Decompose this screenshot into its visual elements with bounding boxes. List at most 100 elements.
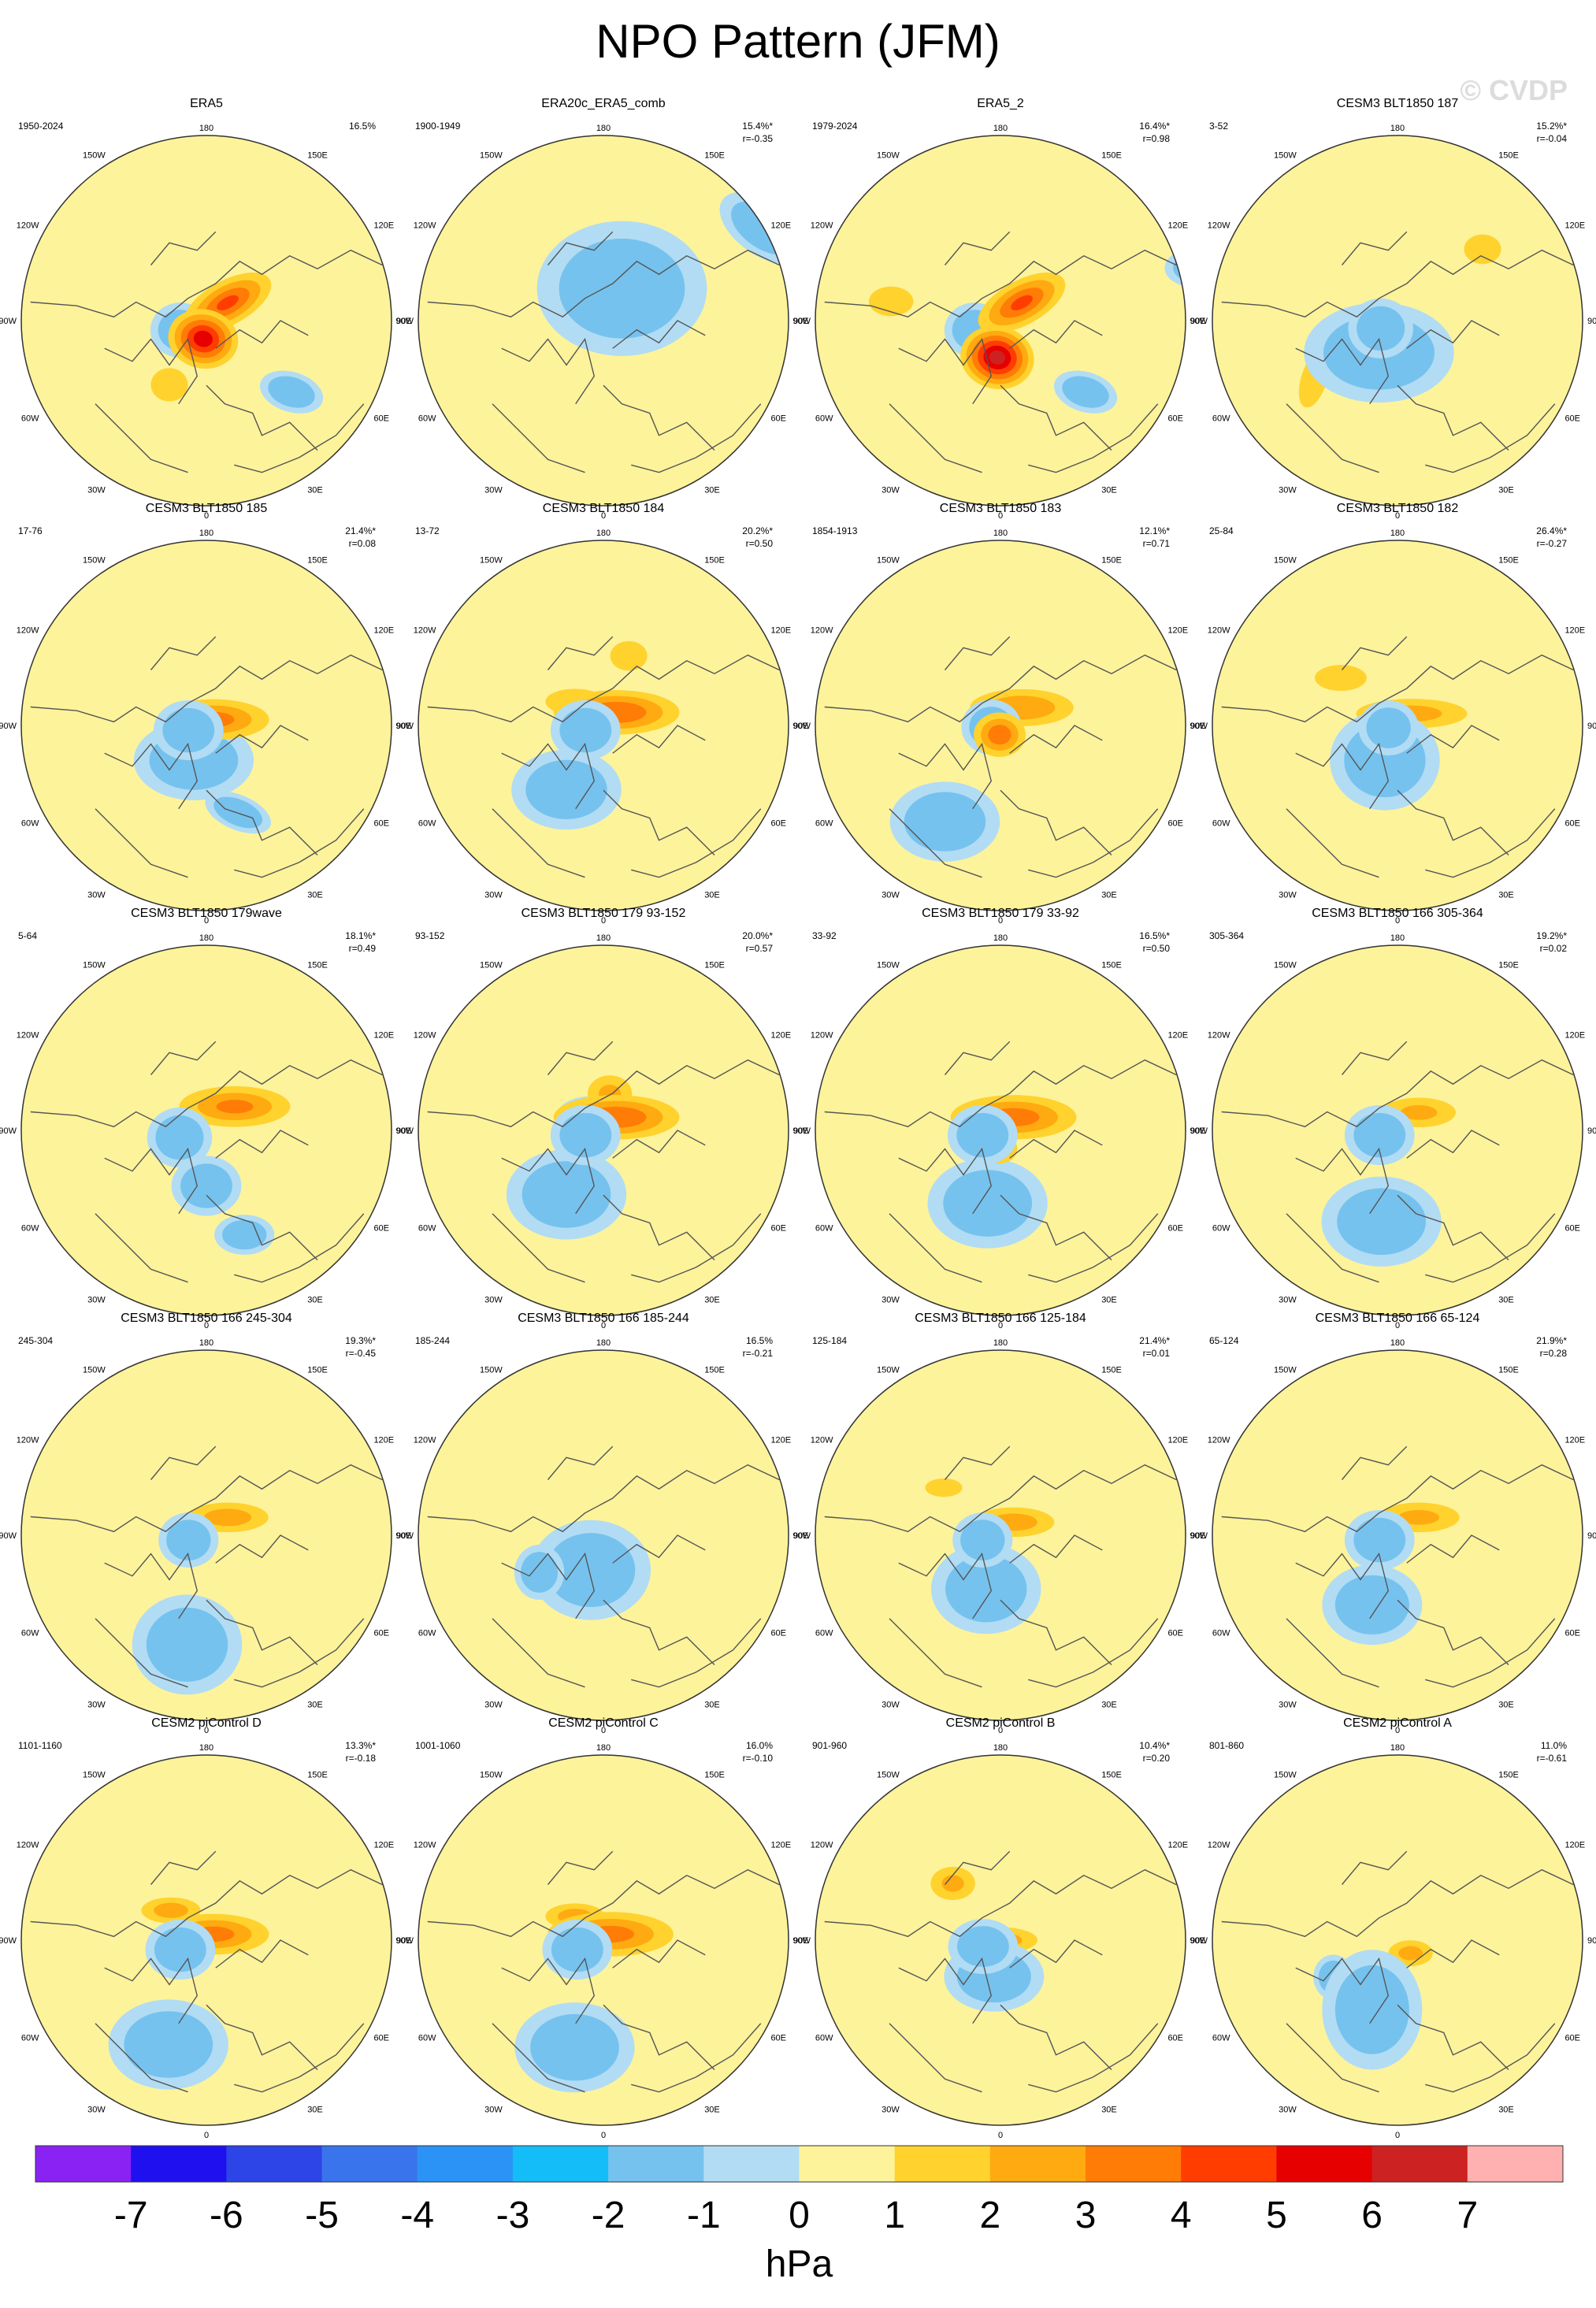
coastline: [824, 249, 1177, 318]
coastline: [492, 1618, 585, 1688]
low-anomaly: [132, 1594, 243, 1695]
contour-band: [943, 1170, 1033, 1237]
contour-band: [551, 1927, 603, 1972]
lon-label: 180: [1390, 124, 1405, 133]
coastline: [1009, 320, 1103, 349]
panel-period: 1900-1949: [415, 121, 461, 132]
coastline: [427, 1059, 780, 1128]
map-panel: 1800150W150E120W120E90W90E60W60E30W30ECE…: [1190, 907, 1596, 1330]
lon-label: 60E: [373, 414, 389, 424]
low-anomaly: [108, 1999, 228, 2090]
high-anomaly: [1315, 665, 1367, 692]
coastlines: [824, 1850, 1177, 2093]
coastline: [1295, 1147, 1390, 1215]
panel-correlation: r=0.50: [746, 538, 774, 549]
lon-label: 150W: [1274, 151, 1297, 161]
coastline: [501, 1552, 596, 1620]
lon-label: 60E: [770, 819, 786, 829]
low-anomaly: [214, 1215, 275, 1255]
coastline: [501, 1957, 596, 2024]
lon-label: 90W: [0, 1126, 17, 1136]
lon-label: 60E: [1564, 414, 1580, 424]
lon-label: 90E: [793, 1936, 809, 1946]
coastline: [898, 337, 993, 405]
coastlines: [824, 1041, 1177, 1283]
map-outline: [418, 135, 789, 506]
coastline: [547, 1041, 614, 1075]
colorbar-swatch: [1181, 2146, 1277, 2182]
coastline: [824, 1868, 1177, 1938]
lon-label: 120W: [1208, 1031, 1230, 1041]
lon-label: 90E: [1587, 1531, 1596, 1541]
panel-title: ERA5: [190, 97, 223, 110]
contour-band: [216, 1100, 254, 1114]
colorbar-tick: -1: [687, 2195, 721, 2236]
contour-band: [1011, 295, 1033, 310]
low-anomaly: [1053, 370, 1118, 414]
lon-label: 60W: [21, 1224, 39, 1234]
lon-label: 30W: [484, 890, 503, 900]
lon-label: 150E: [307, 961, 328, 970]
panel-title: CESM3 BLT1850 183: [940, 502, 1062, 515]
lon-label: 30E: [704, 1295, 720, 1304]
colorbar-tick: -6: [210, 2195, 243, 2236]
coastline: [1028, 808, 1159, 878]
lon-label: 150W: [1274, 961, 1297, 970]
coastline: [1028, 1618, 1159, 1688]
lon-label: 180: [199, 1743, 213, 1753]
panel-correlation: r=-0.45: [346, 1348, 377, 1359]
coastline: [206, 1599, 318, 1665]
lon-label: 180: [199, 529, 213, 538]
lon-label: 150W: [877, 556, 900, 566]
colorbar-swatch: [703, 2146, 800, 2182]
lon-label: 0: [1395, 1321, 1400, 1330]
contour-band: [203, 1508, 252, 1527]
low-anomaly: [1344, 1105, 1415, 1166]
colorbar-tick: 0: [789, 2195, 810, 2236]
lon-label: 30E: [1101, 1700, 1117, 1709]
coastline: [1341, 1850, 1408, 1885]
lon-label: 120E: [770, 626, 791, 636]
contour-band: [1398, 1509, 1439, 1525]
lon-label: 30W: [1279, 2105, 1297, 2114]
lon-label: 180: [993, 933, 1008, 943]
lon-label: 120E: [373, 221, 394, 231]
contour-band: [1398, 1946, 1423, 1961]
lon-label: 150E: [1101, 151, 1122, 161]
coastline: [1397, 1194, 1509, 1260]
cvdp-watermark: © CVDP: [1460, 74, 1568, 106]
low-anomaly: [536, 221, 707, 356]
high-anomaly: [150, 368, 188, 402]
panel-title: CESM3 BLT1850 179wave: [131, 907, 282, 920]
lon-label: 90W: [0, 1936, 17, 1946]
low-anomaly: [259, 370, 324, 414]
lon-label: 90E: [1190, 722, 1206, 731]
contour-band: [988, 725, 1011, 745]
panel-period: 3-52: [1209, 121, 1228, 132]
contour-band: [521, 1161, 611, 1228]
colorbar-swatch: [1467, 2146, 1564, 2182]
lon-label: 150W: [480, 1366, 503, 1375]
coastline: [1009, 725, 1103, 754]
map-panel: 1800150W150E120W120E90W90E60W60E30W30ECE…: [1190, 97, 1596, 521]
coastline: [215, 1130, 309, 1159]
contour-band: [146, 1607, 228, 1682]
coastline: [898, 1147, 993, 1215]
colorbar-tick: 6: [1361, 2195, 1383, 2236]
lon-label: 0: [204, 2131, 209, 2140]
lon-label: 90W: [395, 1936, 414, 1946]
map-panel: 1800150W150E120W120E90W90E60W60E30W30ECE…: [1190, 1312, 1596, 1735]
lon-label: 30W: [484, 1295, 503, 1304]
coastline: [1341, 1445, 1408, 1480]
coastlines: [30, 636, 383, 878]
coastline: [603, 789, 715, 855]
coastline: [492, 403, 585, 473]
panel-title: CESM2 piControl A: [1343, 1716, 1452, 1730]
coastline: [1425, 1618, 1556, 1688]
lon-label: 90W: [792, 1936, 811, 1946]
lon-label: 120E: [770, 1436, 791, 1445]
panel-title: CESM3 BLT1850 166 305-364: [1312, 907, 1483, 920]
panel-title: CESM3 BLT1850 182: [1337, 502, 1459, 515]
